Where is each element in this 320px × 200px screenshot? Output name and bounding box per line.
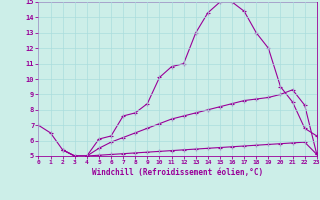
X-axis label: Windchill (Refroidissement éolien,°C): Windchill (Refroidissement éolien,°C) — [92, 168, 263, 177]
